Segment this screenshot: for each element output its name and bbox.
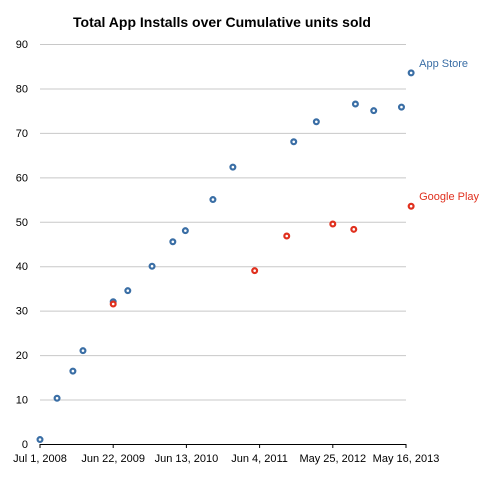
app-store-point [69, 367, 77, 375]
google-play-point [283, 232, 291, 240]
x-tick-label: Jul 1, 2008 [13, 453, 67, 465]
y-tick-label: 0 [22, 439, 28, 451]
data-points [36, 69, 415, 444]
app-store-point [124, 287, 132, 295]
x-tick-label: May 25, 2012 [299, 453, 366, 465]
app-store-point [53, 394, 61, 402]
app-store-point [148, 262, 156, 270]
axes: 0 10 20 30 40 50 60 70 80 90 Jul 1, 2008 Jun 22, 20… [13, 39, 439, 465]
google-play-series-label: Google Play [419, 191, 479, 203]
y-tick-label: 80 [16, 83, 28, 95]
chart-title: Total App Installs over Cumulative units… [73, 14, 371, 30]
app-store-series-label: App Store [419, 58, 468, 70]
google-play-point [350, 225, 358, 233]
app-store-point [209, 196, 217, 204]
y-tick-label: 30 [16, 306, 28, 318]
x-tick-label: May 16, 2013 [373, 453, 440, 465]
y-tick-label: 70 [16, 128, 28, 140]
app-store-point [397, 103, 405, 111]
google-play-point [109, 300, 117, 308]
y-tick-label: 10 [16, 395, 28, 407]
y-tick-label: 90 [16, 39, 28, 51]
gridlines [40, 44, 406, 401]
y-tick-label: 60 [16, 172, 28, 184]
app-store-point [79, 347, 87, 355]
y-tick-label: 20 [16, 350, 28, 362]
app-store-point [169, 238, 177, 246]
app-store-point [229, 163, 237, 171]
app-store-point [351, 100, 359, 108]
x-tick-label: Jun 4, 2011 [231, 453, 288, 465]
app-store-point [312, 118, 320, 126]
google-play-point [251, 267, 259, 275]
app-store-point [407, 69, 415, 77]
series-labels: App Store Google Play [419, 58, 479, 203]
y-tick-label: 50 [16, 217, 28, 229]
x-tick-label: Jun 22, 2009 [81, 453, 145, 465]
google-play-point [329, 220, 337, 228]
app-store-point [181, 227, 189, 235]
app-store-point [290, 138, 298, 146]
y-tick-label: 40 [16, 261, 28, 273]
x-tick-label: Jun 13, 2010 [155, 453, 219, 465]
app-store-point [36, 436, 44, 444]
google-play-point [407, 202, 415, 210]
app-store-point [370, 107, 378, 115]
